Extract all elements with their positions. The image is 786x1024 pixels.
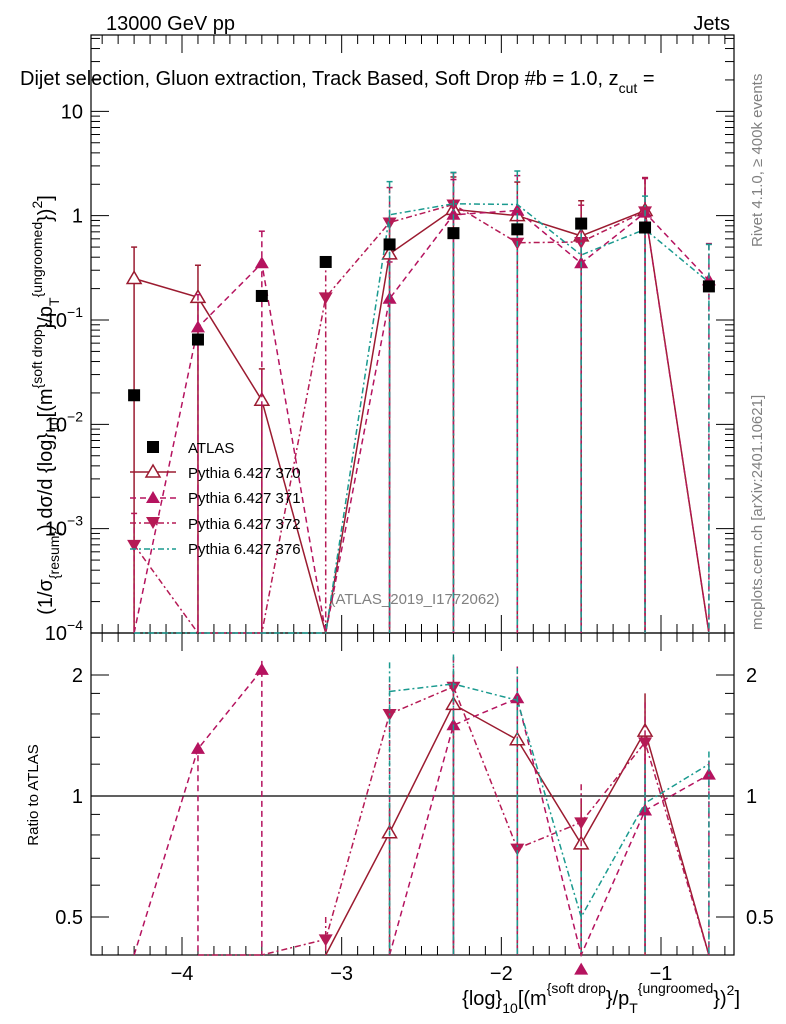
ratio-tick-label: 1 — [72, 786, 83, 808]
atlas-point — [255, 289, 268, 302]
data-point — [190, 320, 205, 333]
x-axis-label: {log}10[(m{soft drop}/pT{ungroomed})2] — [462, 980, 740, 1016]
x-axis: −4 −3 −2 −1 — [101, 35, 726, 985]
y-tick-label: 10−2 — [45, 408, 83, 436]
data-point — [318, 292, 333, 305]
chart-title: Dijet selection, Gluon extraction, Track… — [20, 68, 655, 96]
ratio-panel-frame — [90, 632, 735, 956]
legend-label-376: Pythia 6.427 376 — [188, 541, 301, 558]
x-tick-label: −3 — [330, 963, 353, 985]
ratio-point — [318, 934, 333, 947]
series-line — [133, 209, 710, 634]
ratio-line — [388, 697, 710, 958]
ratio-point — [446, 718, 461, 731]
ratio-series-layer — [133, 654, 716, 975]
ratio-series-3 — [388, 654, 710, 955]
series-line — [133, 203, 710, 634]
series-3 — [134, 170, 712, 634]
ratio-point — [574, 962, 589, 975]
series-2 — [127, 171, 710, 634]
y-tick-label: 10 — [61, 101, 83, 123]
rivet-version-label: Rivet 4.1.0, ≥ 400k events — [749, 74, 766, 247]
atlas-point — [639, 221, 652, 234]
atlas-point — [383, 238, 396, 251]
legend-label-372: Pythia 6.427 372 — [188, 516, 301, 533]
legend-marker-371 — [146, 491, 160, 503]
y-tick-label: 10−1 — [45, 304, 83, 332]
x-tick-label: −2 — [490, 963, 513, 985]
atlas-point — [319, 255, 332, 268]
ratio-line — [133, 669, 263, 956]
ratio-tick-label: 2 — [72, 665, 83, 687]
data-point — [127, 539, 142, 552]
y-axis-label: (1/σ{resum}) dσ/d {log}10[(m{soft drop}/… — [29, 195, 62, 615]
ratio-tick-label-right: 1 — [746, 786, 757, 808]
atlas-point — [447, 227, 460, 240]
data-point — [125, 270, 143, 285]
atlas-data — [128, 217, 715, 402]
x-tick-label: −4 — [171, 963, 194, 985]
ratio-tick-label: 0.5 — [55, 907, 83, 929]
analysis-id-label: (ATLAS_2019_I1772062) — [330, 591, 499, 608]
ratio-y-axis: 2 2 1 1 0.5 0.5 — [55, 665, 774, 929]
mcplots-label: mcplots.cern.ch [arXiv:2401.10621] — [749, 395, 766, 630]
ratio-point — [190, 741, 205, 754]
ratio-point — [638, 737, 653, 750]
series-0 — [125, 176, 710, 634]
ratio-point — [510, 843, 525, 856]
header-right: Jets — [693, 13, 730, 35]
atlas-point — [128, 389, 141, 402]
atlas-point — [575, 217, 588, 230]
legend: ATLAS Pythia 6.427 370 Pythia 6.427 371 … — [130, 440, 301, 558]
legend-marker-372 — [146, 517, 160, 529]
legend-marker-atlas — [147, 441, 159, 453]
ratio-tick-label-right: 0.5 — [746, 907, 774, 929]
series-1 — [133, 174, 716, 634]
ratio-tick-label-right: 2 — [746, 665, 757, 687]
data-point — [254, 256, 269, 269]
ratio-y-axis-label: Ratio to ATLAS — [25, 744, 42, 845]
ratio-line — [389, 683, 710, 919]
ratio-line — [197, 685, 710, 956]
x-tick-label: −1 — [650, 963, 673, 985]
data-point — [446, 207, 461, 220]
y-tick-label: 10−4 — [45, 617, 83, 645]
legend-label-370: Pythia 6.427 370 — [188, 465, 301, 482]
atlas-point — [191, 333, 204, 346]
ratio-point — [701, 767, 716, 780]
ratio-point — [574, 817, 589, 830]
ratio-point — [254, 662, 269, 675]
atlas-point — [702, 280, 715, 293]
series-line — [133, 208, 710, 634]
legend-label-371: Pythia 6.427 371 — [188, 490, 301, 507]
y-tick-label: 1 — [72, 206, 83, 228]
main-series-layer — [125, 170, 716, 634]
y-axis: 10 1 10−1 10−2 10−3 10−4 — [45, 37, 734, 645]
legend-marker-370 — [144, 463, 162, 478]
legend-label-atlas: ATLAS — [188, 440, 234, 457]
y-tick-label: 10−3 — [45, 513, 83, 541]
header-left: 13000 GeV pp — [106, 13, 235, 35]
atlas-point — [511, 223, 524, 236]
series-line — [134, 203, 710, 634]
data-point — [382, 217, 397, 230]
ratio-series-1 — [133, 660, 716, 975]
